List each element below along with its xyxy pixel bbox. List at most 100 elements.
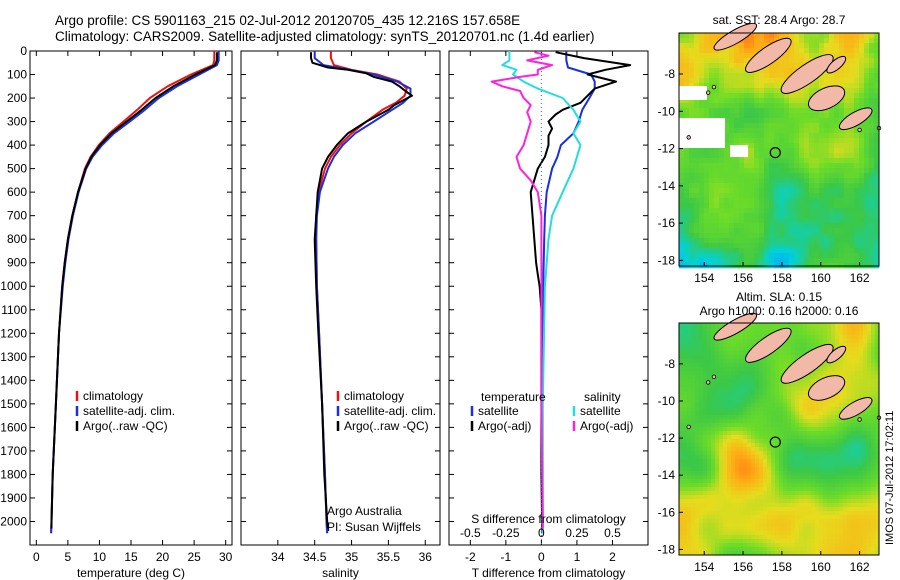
map-cell <box>739 403 744 408</box>
map-cell <box>771 523 776 528</box>
map-cell <box>771 415 776 420</box>
map-cell <box>723 363 728 368</box>
map-cell <box>767 459 772 464</box>
map-cell <box>819 543 824 548</box>
map-cell <box>779 455 784 460</box>
map-cell <box>867 375 872 380</box>
map-cell <box>689 103 695 109</box>
map-cell <box>843 503 848 508</box>
map-cell <box>829 48 835 54</box>
map-cell <box>824 138 830 144</box>
map-cell <box>847 355 852 360</box>
map-cell <box>811 455 816 460</box>
map-cell <box>755 475 760 480</box>
map-cell <box>775 539 780 544</box>
map-cell <box>869 68 875 74</box>
map-cell <box>727 339 732 344</box>
map-cell <box>779 487 784 492</box>
map-cell <box>719 459 724 464</box>
map-cell <box>859 379 864 384</box>
map-cell <box>831 531 836 536</box>
map-cell <box>787 527 792 532</box>
map-cell <box>744 208 750 214</box>
map-cell <box>849 158 855 164</box>
map-cell <box>763 495 768 500</box>
map-cell <box>869 33 875 39</box>
map-cell <box>827 363 832 368</box>
map-cell <box>707 411 712 416</box>
map-cell <box>779 503 784 508</box>
map-cell <box>809 233 815 239</box>
map-cell <box>763 327 768 332</box>
map-cell <box>849 188 855 194</box>
map-cell <box>771 375 776 380</box>
map-cell <box>815 475 820 480</box>
map-cell <box>679 53 685 59</box>
map-cell <box>834 43 840 49</box>
map-cell <box>815 547 820 552</box>
map-cell <box>747 411 752 416</box>
map-cell <box>859 183 865 189</box>
map-cell <box>867 519 872 524</box>
map-cell <box>679 367 684 372</box>
map-cell <box>807 331 812 336</box>
map-cell <box>739 228 745 234</box>
map-cell <box>863 459 868 464</box>
map-cell <box>775 387 780 392</box>
map-cell <box>684 258 690 264</box>
map-cell <box>799 407 804 412</box>
map-cell <box>784 188 790 194</box>
map-cell <box>863 499 868 504</box>
map-cell <box>779 439 784 444</box>
map-cell <box>694 163 700 169</box>
map-cell <box>711 491 716 496</box>
map-cell <box>819 507 824 512</box>
map-cell <box>829 238 835 244</box>
map-cell <box>844 193 850 199</box>
map-cell <box>847 375 852 380</box>
map-cell <box>769 103 775 109</box>
map-cell <box>869 193 875 199</box>
map-cell <box>871 439 876 444</box>
map-cell <box>759 367 764 372</box>
map-cell <box>854 73 860 79</box>
map-cell <box>719 483 724 488</box>
map-cell <box>869 233 875 239</box>
map-cell <box>809 243 815 249</box>
map-cell <box>755 395 760 400</box>
map-cell <box>747 543 752 548</box>
map-cell <box>727 363 732 368</box>
map-cell <box>731 383 736 388</box>
map-cell <box>707 463 712 468</box>
map-cell <box>859 435 864 440</box>
map-cell <box>783 355 788 360</box>
map-cell <box>859 223 865 229</box>
map-cell <box>724 158 730 164</box>
map-cell <box>803 423 808 428</box>
map-cell <box>767 451 772 456</box>
map-cell <box>874 153 880 159</box>
map-cell <box>823 543 828 548</box>
map-cell <box>695 367 700 372</box>
map-cell <box>715 535 720 540</box>
map-cell <box>787 403 792 408</box>
map-cell <box>727 479 732 484</box>
map-cell <box>839 339 844 344</box>
map-cell <box>789 198 795 204</box>
map-cell <box>794 108 800 114</box>
map-cell <box>787 347 792 352</box>
map-cell <box>779 153 785 159</box>
map-cell <box>855 379 860 384</box>
map-cell <box>683 519 688 524</box>
map-cell <box>699 547 704 552</box>
map-cell <box>763 523 768 528</box>
map-cell <box>851 459 856 464</box>
x-tick-label-sal: 35.5 <box>377 550 401 564</box>
map-cell <box>754 93 760 99</box>
map-cell <box>824 253 830 259</box>
map-cell <box>814 158 820 164</box>
map-cell <box>804 193 810 199</box>
map-cell <box>779 323 784 328</box>
map-cell <box>803 491 808 496</box>
map-cell <box>724 258 730 264</box>
